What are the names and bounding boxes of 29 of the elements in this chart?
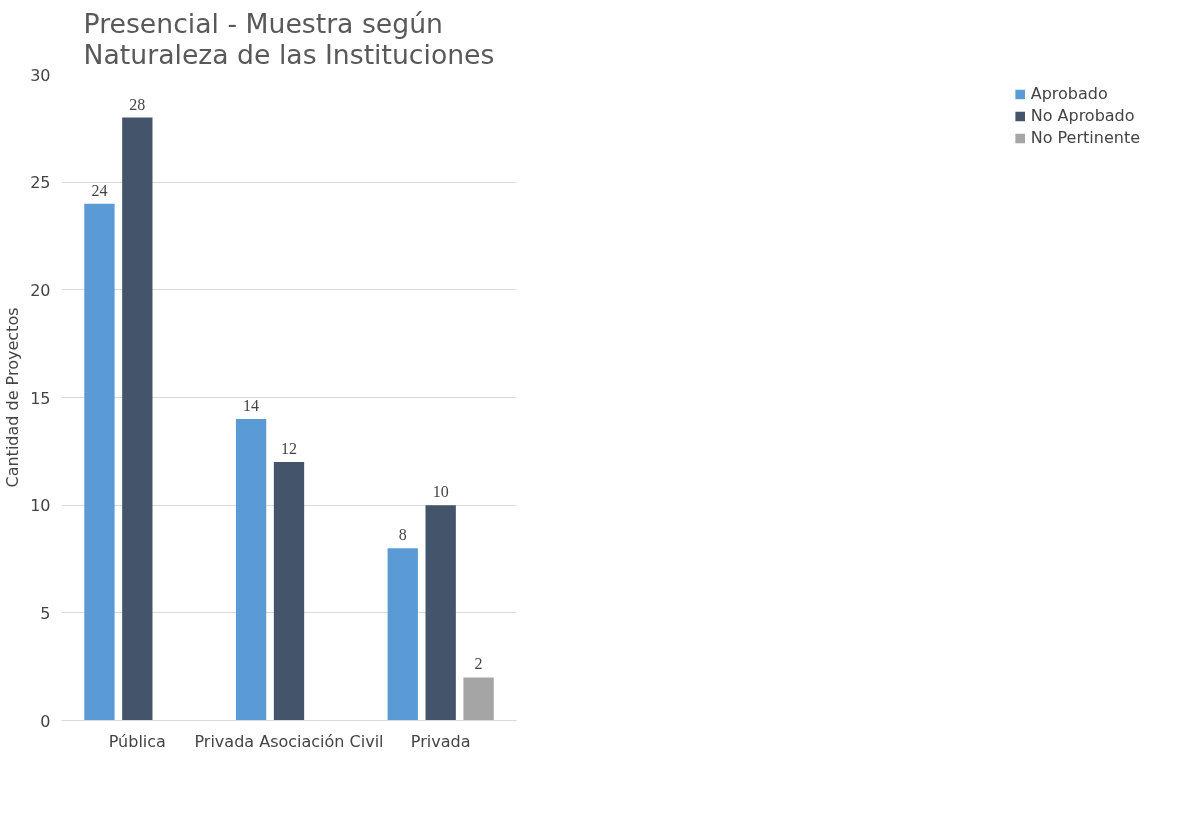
y-tick-label: 20	[30, 280, 51, 300]
bar	[273, 462, 305, 721]
y-axis-title: Cantidad de Proyectos	[3, 307, 23, 488]
y-tick-label: 25	[30, 173, 51, 193]
data-label: 8	[398, 526, 407, 544]
y-tick-label: 15	[30, 388, 51, 408]
bar	[387, 548, 418, 721]
y-tick-label: 10	[30, 496, 51, 516]
data-label: 28	[129, 95, 146, 113]
data-label: 12	[281, 440, 297, 458]
y-tick-label: 0	[40, 711, 51, 731]
legend-label: No Pertinente	[1030, 128, 1140, 147]
data-label: 14	[243, 397, 260, 415]
y-tick-label: 5	[40, 603, 51, 623]
legend-label: Aprobado	[1030, 84, 1108, 103]
bar	[122, 117, 153, 721]
x-tick-label: Privada Asociación Civil	[194, 731, 384, 751]
chart-title: Presencial - Muestra según Naturaleza de las Instituciones	[83, 7, 495, 70]
bar	[425, 505, 456, 721]
legend-label: No Aprobado	[1030, 106, 1135, 125]
data-label: 2	[474, 655, 483, 673]
x-tick-label: Privada	[410, 731, 471, 751]
data-label: 24	[91, 181, 108, 199]
x-tick-label: Pública	[108, 731, 166, 751]
y-tick-label: 30	[30, 65, 51, 85]
bar	[235, 419, 267, 721]
bar	[463, 677, 494, 721]
bar	[84, 203, 115, 721]
data-label: 10	[432, 483, 449, 501]
